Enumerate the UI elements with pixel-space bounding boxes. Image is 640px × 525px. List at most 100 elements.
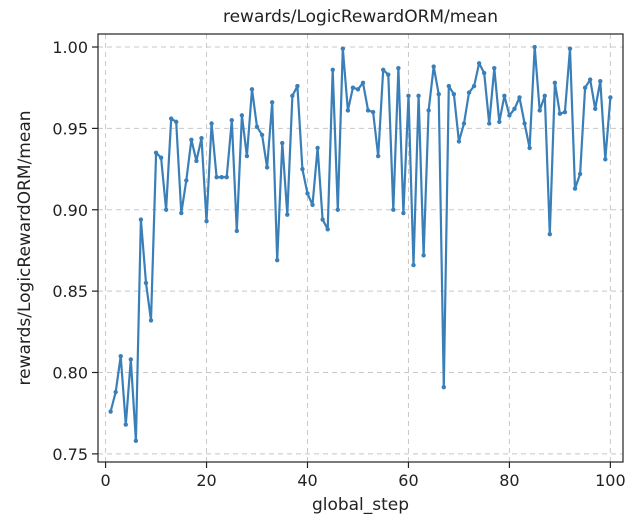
data-point [431, 64, 436, 69]
data-point [295, 83, 300, 89]
data-point [512, 106, 517, 112]
data-point [370, 109, 376, 115]
data-point [340, 46, 346, 51]
data-point [123, 422, 128, 427]
data-point [451, 92, 457, 97]
data-point [502, 93, 507, 99]
data-point [396, 65, 401, 71]
data-point [163, 207, 169, 212]
y-tick-label: 0.90 [52, 201, 88, 220]
data-point [517, 95, 522, 100]
x-tick-label: 20 [196, 471, 216, 490]
data-point [229, 118, 234, 123]
data-point [113, 389, 118, 395]
data-point [280, 140, 285, 146]
data-point [381, 67, 386, 73]
data-point [401, 210, 406, 216]
data-point [285, 212, 290, 217]
y-tick-label: 0.85 [52, 282, 88, 301]
data-point [355, 87, 361, 92]
data-point [572, 186, 578, 191]
data-point [345, 108, 351, 113]
data-point [532, 44, 537, 50]
data-point [158, 155, 164, 160]
data-point [325, 227, 330, 232]
data-point [487, 121, 492, 126]
data-point [527, 145, 532, 151]
x-tick-label: 80 [499, 471, 519, 490]
data-point [184, 178, 189, 183]
data-point [446, 83, 452, 89]
data-point [305, 191, 310, 196]
data-point [577, 171, 583, 177]
data-point [416, 93, 421, 99]
data-point [264, 165, 270, 170]
data-point [391, 207, 396, 212]
data-point [179, 210, 184, 216]
data-point [128, 357, 134, 362]
data-point [608, 95, 613, 100]
data-point [234, 228, 240, 234]
data-point [537, 108, 542, 113]
data-point [259, 132, 265, 138]
data-point [476, 61, 482, 66]
data-point [239, 113, 245, 118]
data-point [562, 109, 568, 115]
data-point [436, 92, 441, 97]
data-point [365, 108, 371, 113]
data-point [300, 166, 305, 172]
data-point [174, 119, 179, 125]
series-layer [108, 44, 613, 444]
data-point [249, 87, 255, 92]
data-point [244, 153, 250, 159]
data-point [507, 113, 512, 118]
data-point [456, 139, 462, 144]
data-point [587, 77, 593, 82]
series-line [109, 45, 612, 442]
data-point [143, 280, 149, 286]
data-point [466, 90, 472, 95]
y-tick-label: 0.75 [52, 445, 88, 464]
data-point [375, 153, 381, 159]
x-tick-label: 60 [398, 471, 418, 490]
x-tick-label: 0 [100, 471, 110, 490]
y-tick-label: 0.80 [52, 363, 88, 382]
data-point [189, 137, 194, 142]
grid-layer [98, 34, 623, 462]
data-point [557, 111, 563, 116]
plot-frame [97, 33, 624, 463]
data-point [138, 217, 144, 222]
data-point [153, 150, 159, 155]
chart-title: rewards/LogicRewardORM/mean [223, 7, 498, 27]
data-point [224, 175, 229, 180]
data-point [492, 65, 497, 71]
data-point [406, 93, 411, 99]
data-point [598, 78, 603, 84]
data-point [542, 93, 547, 99]
data-point [481, 70, 487, 76]
data-point [522, 121, 527, 126]
x-tick-label: 100 [595, 471, 626, 490]
y-tick-label: 1.00 [52, 38, 88, 57]
data-point [603, 157, 608, 162]
data-point [582, 85, 588, 90]
data-point [199, 135, 204, 141]
x-axis-label: global_step [312, 495, 409, 515]
data-point [320, 217, 325, 222]
data-point [360, 80, 366, 86]
data-point [315, 145, 320, 151]
data-point [219, 175, 224, 180]
data-point [310, 202, 315, 208]
y-tick-label: 0.95 [52, 119, 88, 138]
data-point [194, 158, 199, 164]
data-point [461, 121, 467, 126]
data-point [426, 108, 431, 113]
data-point [214, 175, 219, 180]
data-point [269, 100, 275, 105]
data-point [275, 258, 280, 263]
data-point [471, 83, 477, 89]
data-point [441, 384, 446, 390]
data-point [118, 354, 123, 359]
